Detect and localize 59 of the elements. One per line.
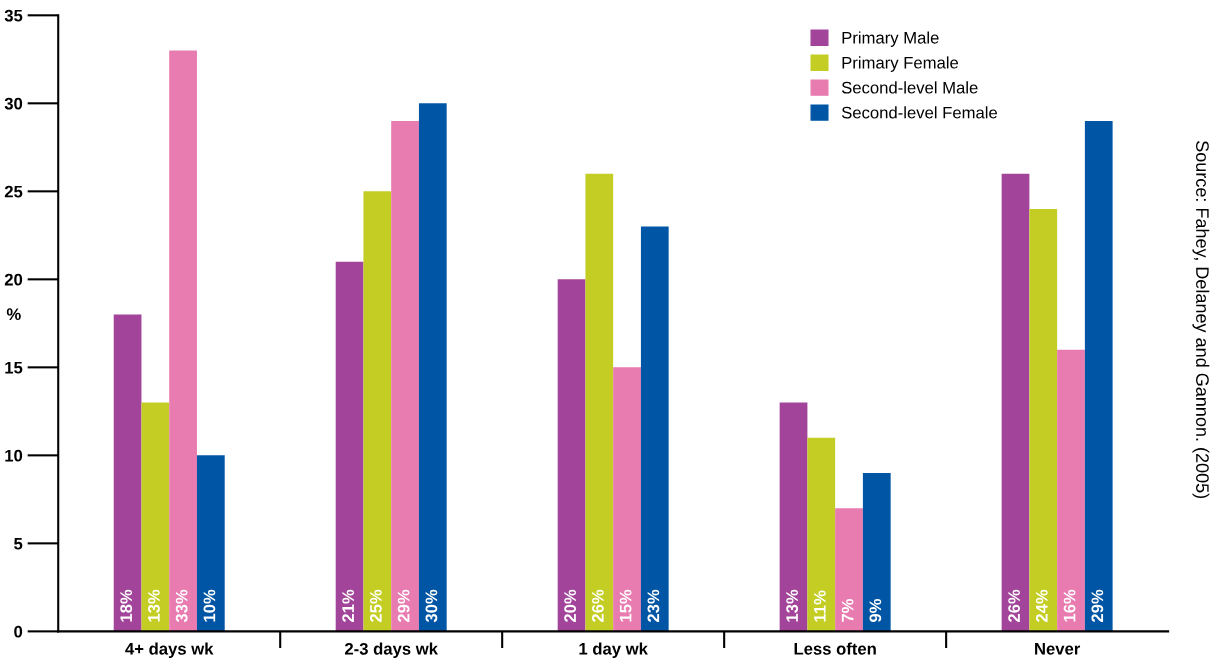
bar [335, 261, 364, 632]
bar [391, 120, 419, 632]
bar [1057, 349, 1085, 632]
bar [835, 508, 863, 632]
data-label: 21% [342, 589, 355, 622]
data-label: 15% [619, 589, 632, 622]
data-label: 13% [148, 589, 160, 622]
data-label: 25% [369, 589, 382, 622]
bar [363, 191, 392, 632]
y-tick-label: 5 [14, 537, 23, 550]
y-axis-title: % [6, 308, 21, 321]
legend-label: Primary Female [842, 56, 959, 72]
bar [862, 472, 891, 632]
data-label: 26% [591, 589, 604, 622]
legend-label: Second-level Female [841, 106, 997, 119]
source-note: Source: Fahey, Delaney and Gannon. (2005) [1192, 141, 1210, 499]
data-label: 26% [1008, 589, 1020, 622]
data-label: 24% [1035, 589, 1048, 622]
data-label: 33% [175, 589, 188, 623]
x-tick-label: Never [1035, 643, 1081, 655]
data-label: 30% [425, 589, 438, 623]
bar [613, 367, 641, 632]
y-tick-label: 10 [5, 449, 23, 462]
bar [807, 437, 836, 632]
legend-label: Primary Male [842, 31, 939, 47]
x-tick-label: 2-3 days wk [344, 642, 438, 659]
data-label: 29% [397, 589, 410, 622]
bar [585, 173, 614, 632]
x-tick-label: 1 day wk [579, 642, 648, 659]
bar [1001, 173, 1030, 632]
legend-label: Second-level Male [841, 81, 978, 94]
x-tick-label: Less often [794, 642, 876, 655]
data-label: 7% [841, 598, 854, 622]
data-label: 13% [786, 589, 799, 622]
bar [196, 455, 225, 632]
bar [640, 226, 669, 632]
bar [169, 50, 197, 632]
bar [113, 314, 142, 632]
bar [557, 279, 586, 632]
x-tick-label: 4+ days wk [125, 642, 214, 659]
data-label: 16% [1063, 589, 1076, 622]
y-tick-label: 25 [4, 185, 23, 198]
data-label: 11% [813, 590, 826, 622]
y-tick-label: 15 [5, 361, 23, 374]
y-tick-label: 20 [4, 273, 23, 286]
data-label: 20% [564, 589, 577, 622]
bar [141, 402, 170, 632]
bar [418, 103, 447, 632]
y-tick-label: 0 [14, 625, 23, 638]
y-tick-label: 35 [4, 9, 23, 22]
y-tick-label: 30 [4, 97, 23, 110]
data-label: 18% [120, 589, 133, 622]
data-label: 10% [203, 589, 216, 622]
data-label: 29% [1091, 589, 1104, 622]
bar [1084, 120, 1113, 632]
bar [779, 402, 808, 632]
bar [1029, 208, 1058, 632]
data-label: 23% [647, 589, 660, 622]
data-label: 9% [869, 598, 882, 622]
